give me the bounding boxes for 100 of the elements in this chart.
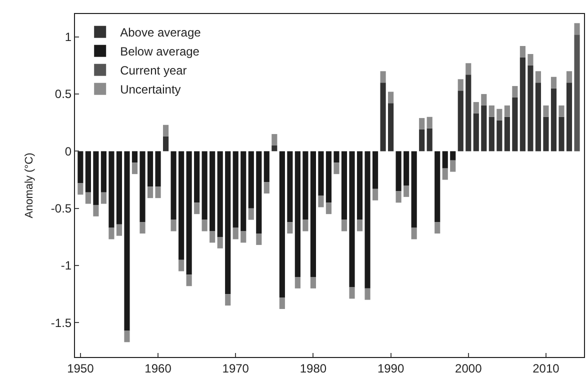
bar — [528, 54, 534, 66]
bar — [147, 151, 154, 187]
bar — [528, 65, 534, 152]
y-tick-label: 1 — [64, 30, 72, 44]
bar — [466, 63, 472, 75]
bar — [155, 186, 161, 198]
bar — [488, 116, 494, 152]
x-tick-label: 2000 — [455, 361, 482, 376]
bar — [411, 228, 417, 240]
bar — [488, 105, 494, 117]
bar — [543, 105, 549, 117]
bar — [78, 151, 84, 184]
bar — [543, 116, 549, 152]
bar — [170, 220, 176, 232]
bar — [302, 220, 308, 232]
bar — [458, 90, 464, 152]
bar — [194, 202, 200, 214]
bar — [210, 151, 216, 232]
bar — [93, 204, 99, 216]
bar — [356, 220, 363, 232]
bar — [481, 105, 487, 152]
bar — [85, 192, 91, 204]
bar — [404, 151, 410, 186]
bar — [240, 231, 246, 243]
bar — [248, 208, 254, 220]
bar — [512, 86, 518, 98]
bar — [442, 151, 448, 168]
x-tick-label: 1970 — [222, 361, 250, 376]
bar — [302, 151, 308, 220]
bar — [279, 298, 285, 309]
bar — [364, 288, 370, 300]
bar — [232, 228, 238, 240]
x-tick-label: 2010 — [532, 361, 560, 376]
bar — [566, 82, 572, 152]
bar — [442, 168, 448, 180]
bar — [124, 151, 130, 331]
bar — [100, 151, 106, 192]
x-tick-label: 1950 — [67, 361, 94, 376]
bar — [466, 74, 472, 152]
bar — [458, 79, 464, 91]
bar — [210, 231, 216, 243]
bar — [380, 71, 386, 83]
bar — [116, 224, 122, 236]
bar — [450, 151, 456, 160]
bar — [481, 94, 487, 106]
bar — [504, 116, 510, 152]
bar — [473, 102, 479, 114]
bar — [147, 186, 154, 198]
bar — [434, 222, 440, 234]
bar — [108, 228, 114, 240]
y-axis-title: Anomaly (°C) — [24, 152, 36, 218]
bar — [310, 276, 316, 288]
bar — [574, 34, 580, 152]
bar — [334, 151, 340, 163]
bar — [396, 151, 402, 192]
bar — [318, 196, 324, 208]
bar — [326, 202, 332, 214]
x-tick-label: 1990 — [377, 361, 404, 376]
bar — [124, 330, 130, 342]
bar — [558, 105, 564, 117]
bar — [341, 151, 348, 220]
bar — [294, 151, 300, 277]
bar — [217, 236, 223, 248]
bar — [372, 188, 378, 200]
bar — [108, 151, 114, 228]
bar — [341, 220, 348, 232]
bar — [520, 57, 526, 152]
bar — [496, 108, 502, 120]
legend-label: Uncertainty — [120, 82, 181, 97]
bar — [426, 128, 432, 152]
bar — [225, 294, 231, 306]
bar — [202, 220, 208, 232]
x-tick-label: 1980 — [300, 361, 327, 376]
bar — [264, 182, 270, 194]
bar — [388, 92, 394, 104]
bar — [232, 151, 238, 228]
legend-label: Current year — [120, 64, 187, 78]
bar — [450, 160, 456, 172]
bar — [225, 151, 231, 294]
bar — [287, 151, 293, 222]
bar — [326, 151, 332, 203]
bar — [349, 151, 355, 288]
bar — [178, 260, 184, 272]
bar — [566, 71, 572, 83]
bar — [170, 151, 176, 220]
bar — [535, 82, 542, 152]
y-tick-label: -0.5 — [50, 202, 72, 216]
bar — [550, 88, 557, 152]
bar — [240, 151, 246, 232]
bar — [473, 113, 479, 152]
bar — [264, 151, 270, 182]
y-tick-label: 0.5 — [54, 87, 72, 102]
bar — [132, 151, 138, 163]
bar — [217, 151, 223, 237]
bar — [380, 82, 386, 152]
y-tick-label: 0 — [64, 144, 72, 158]
bar — [535, 71, 542, 83]
bar — [396, 191, 402, 203]
bar — [202, 151, 208, 220]
bar — [178, 151, 184, 260]
